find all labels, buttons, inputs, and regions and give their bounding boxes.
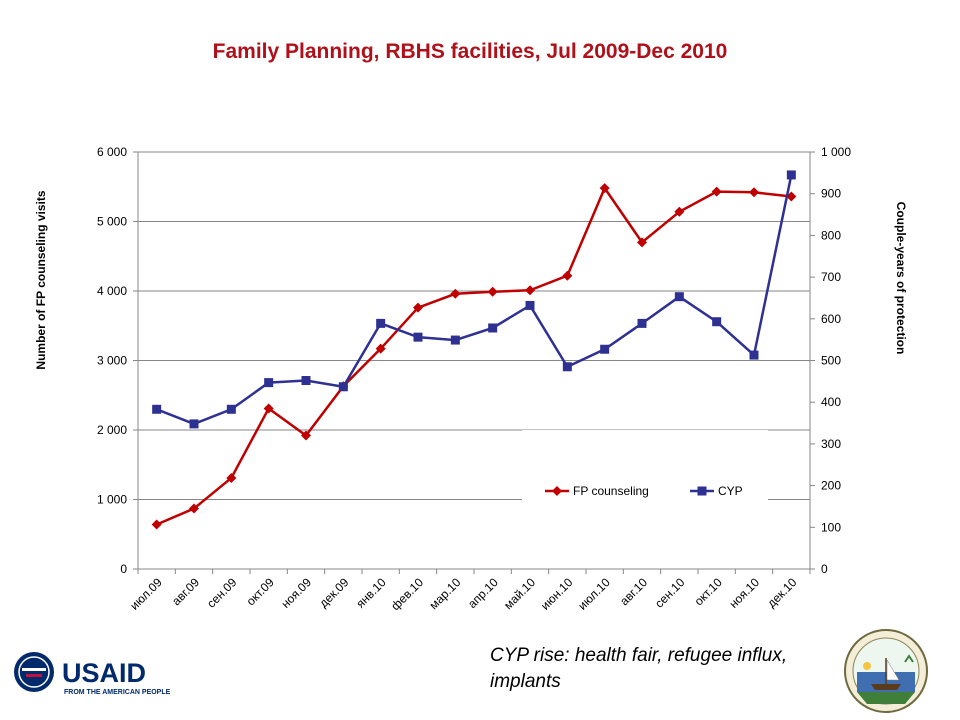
- legend-entry: CYP: [690, 484, 743, 498]
- x-tick-label: авг.09: [169, 575, 202, 608]
- series-line: [156, 185, 792, 526]
- right-axis-ticks: 0 100 200 300 400 500 600 700 800 900 1 000: [810, 145, 851, 576]
- data-point: [749, 350, 759, 360]
- x-tick-label: сен.09: [204, 575, 240, 611]
- data-point: [264, 378, 274, 388]
- left-tick-label: 0: [120, 562, 127, 576]
- chart-title: Family Planning, RBHS facilities, Jul 20…: [212, 40, 728, 63]
- x-tick-label: окт.09: [244, 575, 277, 608]
- left-tick-label: 3 000: [97, 354, 127, 368]
- data-point: [674, 292, 684, 302]
- legend-entry: FP counseling: [545, 484, 649, 498]
- series-layer: [151, 170, 797, 530]
- left-tick-label: 4 000: [97, 284, 127, 298]
- data-point: [338, 382, 348, 392]
- data-point: [711, 186, 722, 197]
- x-tick-label: дек.10: [764, 575, 799, 610]
- x-tick-label: дек.09: [316, 575, 351, 610]
- right-tick-label: 500: [821, 354, 841, 368]
- right-tick-label: 200: [821, 479, 841, 493]
- data-point: [226, 472, 237, 483]
- legend: FP counseling CYP: [545, 484, 743, 498]
- x-tick-label: фев.10: [388, 575, 426, 613]
- data-point: [562, 362, 572, 372]
- data-point: [413, 302, 423, 313]
- series-fp-counseling: [151, 183, 797, 530]
- legend-label: CYP: [718, 484, 743, 498]
- data-point: [375, 343, 386, 354]
- left-tick-label: 1 000: [97, 493, 127, 507]
- data-point: [786, 191, 797, 202]
- seal-emblem: [844, 629, 928, 713]
- x-tick-label: окт.10: [692, 575, 725, 608]
- x-tick-label: мар.10: [426, 575, 463, 612]
- right-tick-label: 400: [821, 395, 841, 409]
- data-point: [599, 183, 610, 194]
- x-tick-label: сен.10: [652, 575, 688, 611]
- left-axis-ticks: 0 1 000 2 000 3 000 4 000 5 000 6 000: [97, 145, 138, 576]
- data-point: [152, 404, 162, 414]
- data-point: [189, 419, 199, 429]
- legend-marker: [697, 486, 707, 496]
- x-tick-label: ноя.10: [726, 575, 762, 611]
- x-tick-label: янв.10: [353, 575, 389, 611]
- data-point: [674, 206, 685, 217]
- data-point: [600, 344, 610, 354]
- x-tick-label: авг.10: [617, 575, 650, 608]
- data-point: [487, 286, 498, 297]
- data-point: [301, 376, 311, 386]
- x-tick-label: апр.10: [465, 575, 501, 611]
- right-tick-label: 1 000: [821, 145, 851, 159]
- right-tick-label: 0: [821, 562, 828, 576]
- y-axis-label: Number of FP counseling visits: [34, 190, 48, 369]
- data-point: [488, 323, 498, 333]
- data-point: [450, 335, 460, 345]
- data-point: [301, 430, 311, 441]
- left-tick-label: 5 000: [97, 215, 127, 229]
- line-chart: 0 1 000 2 000 3 000 4 000 5 000 6 000 0 100 200 3…: [34, 145, 908, 613]
- right-tick-label: 300: [821, 437, 841, 451]
- left-tick-label: 2 000: [97, 423, 127, 437]
- data-point: [263, 403, 274, 414]
- x-axis-ticks: июл.09 авг.09 сен.09 окт.09 ноя.09 дек.09 янв.…: [127, 569, 811, 613]
- data-point: [525, 285, 535, 296]
- data-point: [189, 503, 199, 514]
- data-point: [450, 288, 461, 299]
- x-tick-label: июл.09: [127, 575, 165, 613]
- data-point: [151, 519, 162, 530]
- right-tick-label: 600: [821, 312, 841, 326]
- x-tick-label: июн.10: [538, 575, 576, 613]
- data-point: [413, 332, 423, 342]
- usaid-logo: USAID FROM THE AMERICAN PEOPLE: [14, 652, 171, 696]
- right-tick-label: 900: [821, 187, 841, 201]
- data-point: [562, 270, 573, 281]
- legend-marker: [552, 486, 562, 496]
- usaid-logo-tagline: FROM THE AMERICAN PEOPLE: [64, 689, 171, 696]
- data-point: [525, 300, 535, 310]
- y2-axis-label: Couple-years of protection: [894, 202, 908, 355]
- data-point: [226, 404, 236, 414]
- data-point: [637, 318, 647, 328]
- right-tick-label: 700: [821, 270, 841, 284]
- x-tick-label: май.10: [501, 575, 538, 612]
- x-tick-label: июл.10: [575, 575, 613, 613]
- data-point: [376, 318, 386, 328]
- series-line: [156, 174, 793, 426]
- data-point: [712, 317, 722, 327]
- usaid-logo-text: USAID: [62, 658, 146, 688]
- x-tick-label: ноя.09: [278, 575, 314, 611]
- caption: CYP rise: health fair, refugee influx, i…: [490, 645, 788, 692]
- series-cyp: [152, 170, 796, 429]
- data-point: [749, 187, 759, 198]
- right-tick-label: 100: [821, 520, 841, 534]
- data-point: [786, 170, 796, 180]
- data-point: [637, 237, 647, 248]
- left-tick-label: 6 000: [97, 145, 127, 159]
- right-tick-label: 800: [821, 228, 841, 242]
- legend-label: FP counseling: [573, 484, 649, 498]
